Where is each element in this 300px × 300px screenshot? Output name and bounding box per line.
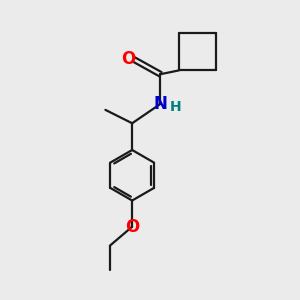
Text: N: N — [154, 95, 167, 113]
Text: O: O — [121, 50, 135, 68]
Text: O: O — [125, 218, 139, 236]
Text: H: H — [169, 100, 181, 114]
